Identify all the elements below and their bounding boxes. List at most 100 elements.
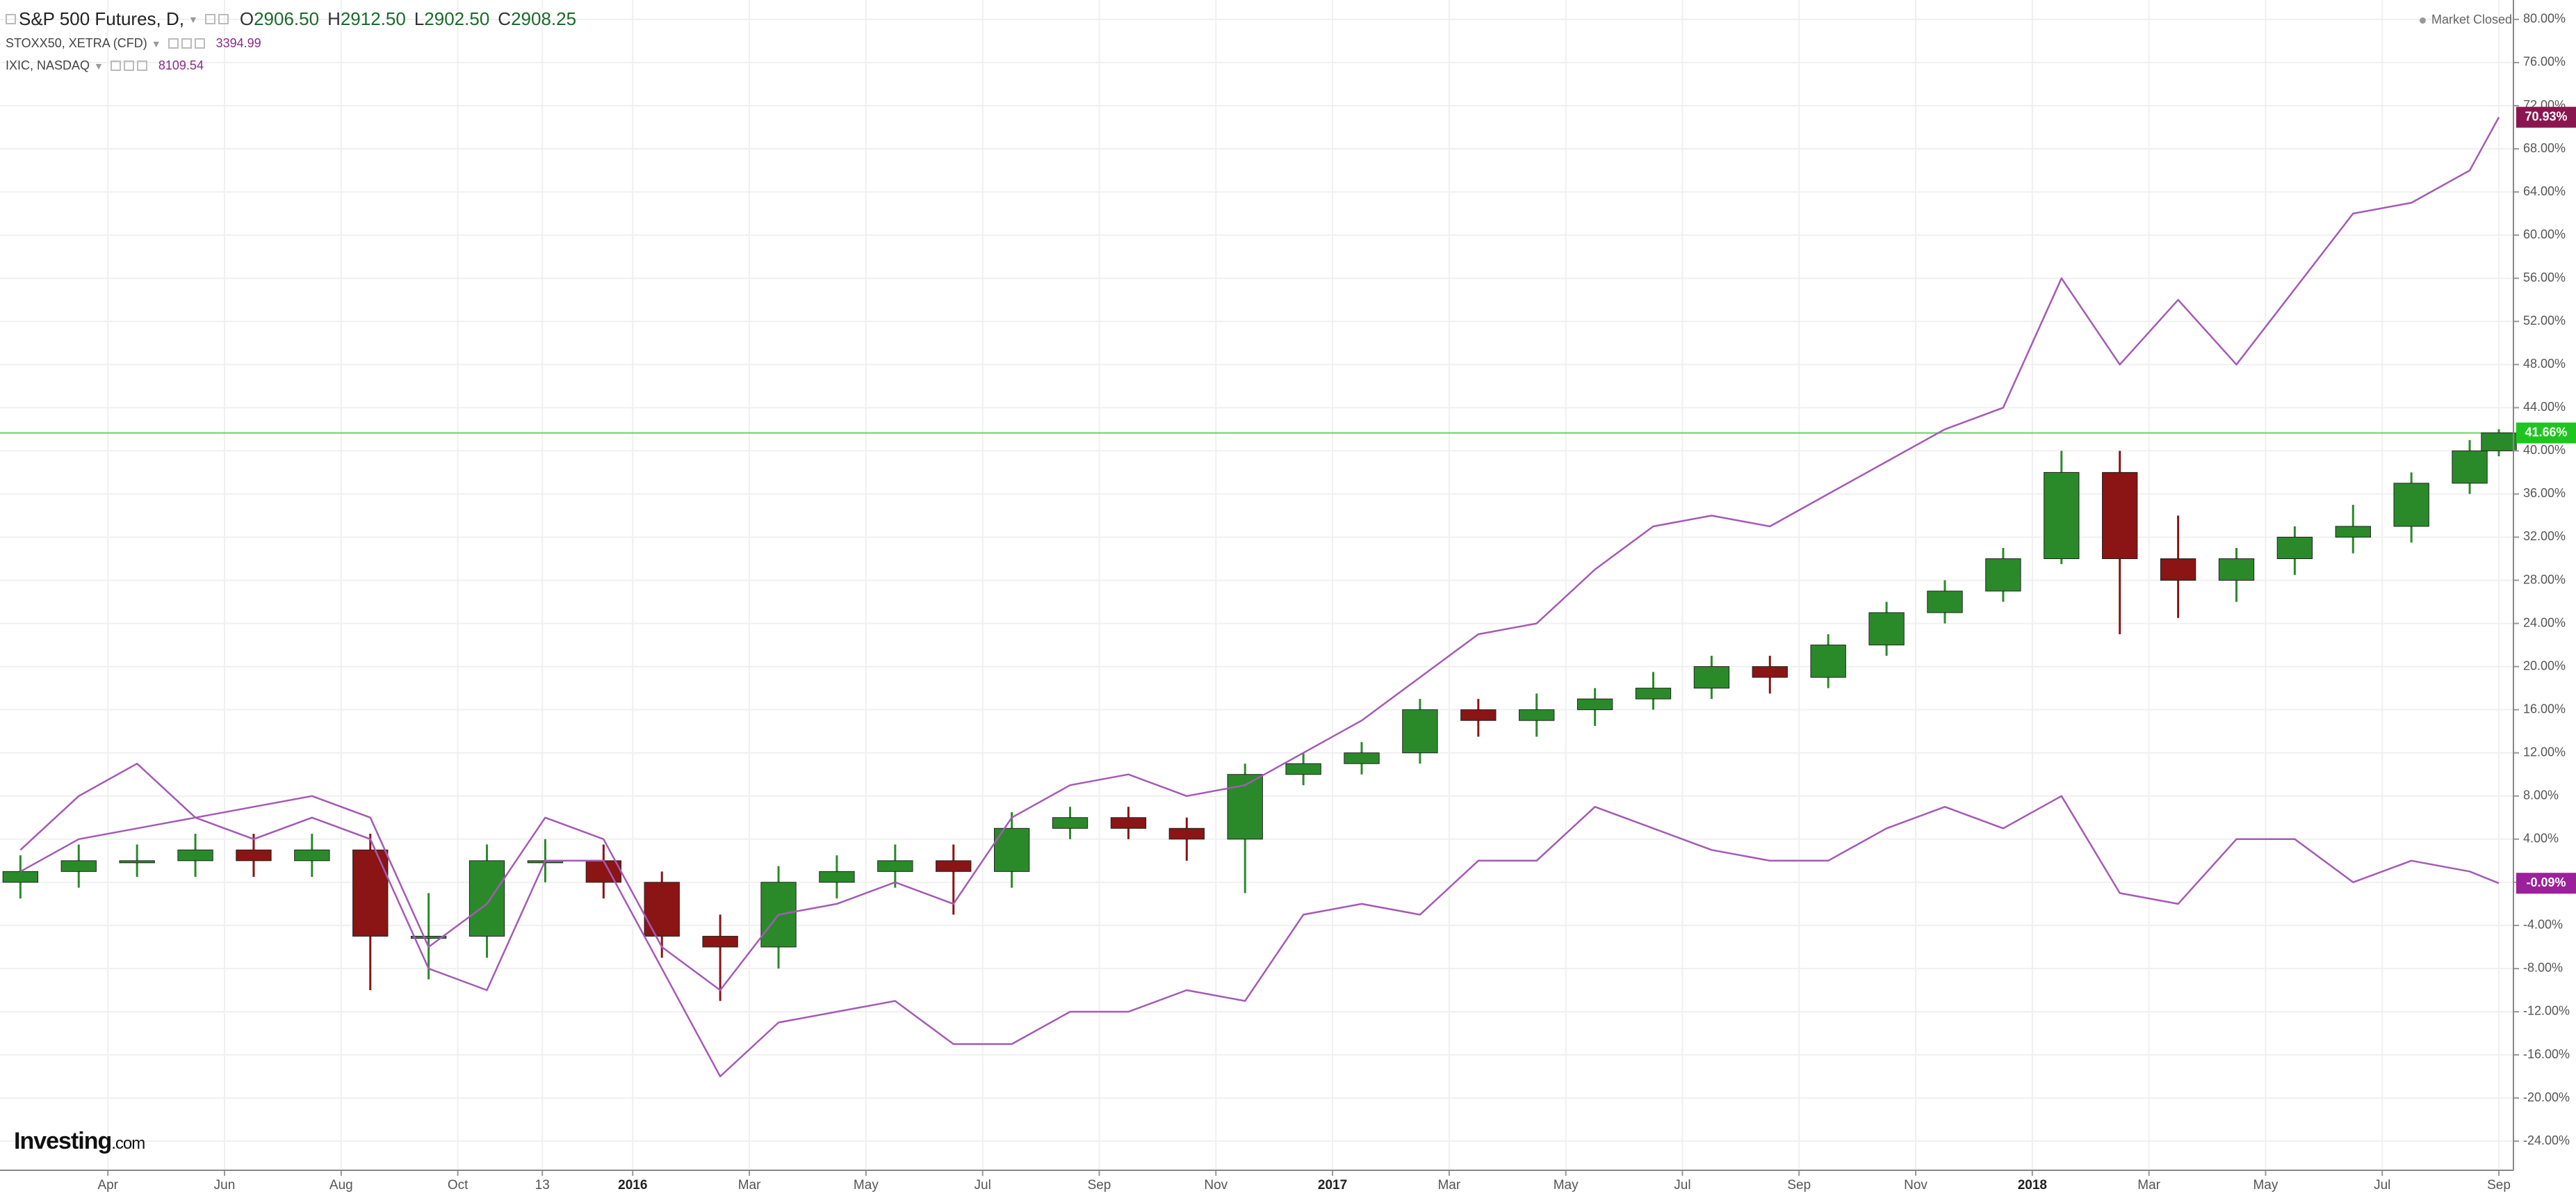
x-tick-label: May: [854, 1178, 879, 1193]
ohlc-value: 2908.25: [511, 8, 577, 29]
x-tick-label: 13: [535, 1178, 550, 1193]
legend-icon[interactable]: [218, 14, 229, 24]
candle-body: [236, 849, 272, 862]
candle-body: [2044, 471, 2080, 559]
y-tick-label: 28.00%: [2523, 572, 2566, 586]
candle-body: [352, 849, 389, 937]
candle-body: [177, 849, 213, 862]
candle-body: [1052, 817, 1089, 829]
y-tick-label: 12.00%: [2523, 745, 2566, 759]
legend-caret[interactable]: ▼: [94, 60, 104, 72]
candle-body: [2393, 483, 2429, 527]
y-tick-label: 48.00%: [2523, 357, 2566, 371]
ohlc-value: 2906.50: [254, 8, 320, 29]
candle-body: [585, 860, 622, 883]
x-tick-label: Sep: [1088, 1178, 1111, 1193]
candle-body: [877, 860, 913, 872]
candle-body: [1402, 709, 1438, 754]
y-tick-label: 60.00%: [2523, 227, 2566, 241]
y-tick-label: 52.00%: [2523, 314, 2566, 328]
market-status: Market Closed: [2420, 13, 2512, 27]
candle-body: [1344, 752, 1380, 764]
last-value-badge: [2516, 422, 2576, 444]
candle-body: [1985, 558, 2021, 592]
series-line: [19, 762, 2500, 1078]
candle-body: [1927, 590, 1963, 613]
candle-body: [2335, 526, 2371, 538]
legend-icon: [6, 14, 16, 24]
ohlc-label: O: [239, 8, 254, 29]
candle-body: [936, 860, 972, 872]
candle-body: [2, 871, 39, 883]
legend-entry: IXIC, NASDAQ ▼ 8109.54: [6, 58, 204, 73]
candle-body: [1227, 774, 1263, 840]
ohlc-value: 2912.50: [340, 8, 406, 29]
candle-body: [1576, 698, 1613, 711]
x-tick-label: Jun: [214, 1178, 236, 1193]
last-value-label: 70.93%: [2525, 109, 2567, 123]
candle-body: [1868, 612, 1905, 646]
y-tick-label: 44.00%: [2523, 400, 2566, 414]
x-tick-label: Mar: [738, 1178, 761, 1193]
x-tick-label: Apr: [97, 1178, 118, 1193]
y-tick-label: 8.00%: [2523, 789, 2559, 802]
series-line: [19, 116, 2500, 992]
x-tick-label: Nov: [1204, 1178, 1228, 1193]
y-tick-label: -4.00%: [2523, 918, 2563, 932]
candle-body: [2102, 471, 2138, 559]
y-tick-label: 76.00%: [2523, 55, 2566, 69]
x-tick-label: Jul: [1674, 1178, 1690, 1193]
legend-value: 3394.99: [215, 36, 261, 50]
legend-name: IXIC, NASDAQ: [6, 58, 90, 72]
legend-icon[interactable]: [110, 60, 121, 71]
candle-body: [819, 871, 855, 883]
candle-body: [644, 882, 680, 937]
y-tick-label: 24.00%: [2523, 615, 2566, 629]
last-value-badge: [2516, 873, 2576, 894]
legend-caret[interactable]: ▼: [188, 13, 198, 25]
y-tick-label: 36.00%: [2523, 486, 2566, 500]
legend-icon[interactable]: [168, 38, 179, 49]
candle-body: [1285, 763, 1321, 775]
x-tick-label: May: [2253, 1178, 2278, 1193]
main-legend: S&P 500 Futures, D, ▼ O2906.50 H2912.50 L 2…: [6, 8, 576, 30]
candle-body: [2276, 536, 2313, 559]
x-tick-label: Mar: [2137, 1178, 2160, 1193]
y-tick-label: -12.00%: [2523, 1004, 2570, 1018]
y-tick-label: 4.00%: [2523, 832, 2559, 846]
x-tick-label: 2017: [1318, 1178, 1347, 1193]
ohlc-label: H: [327, 8, 341, 29]
y-tick-label: 40.00%: [2523, 443, 2566, 457]
y-tick-label: 56.00%: [2523, 270, 2566, 284]
x-tick-label: 2016: [618, 1178, 647, 1193]
legend-icon[interactable]: [136, 60, 147, 71]
x-tick-label: Jul: [975, 1178, 991, 1193]
legend-title: S&P 500 Futures, D,: [19, 8, 184, 29]
candle-body: [2218, 558, 2255, 581]
ohlc: O2906.50 H2912.50 L2902.50 C2908.25: [231, 8, 576, 30]
x-tick-label: Nov: [1904, 1178, 1927, 1193]
x-tick-label: Oct: [448, 1178, 468, 1193]
x-tick-label: Aug: [329, 1178, 353, 1193]
y-tick-label: -8.00%: [2523, 961, 2563, 975]
x-tick-label: Sep: [2487, 1178, 2511, 1193]
legend-icon[interactable]: [194, 38, 205, 49]
legend-value: 8109.54: [158, 58, 204, 72]
legend-caret[interactable]: ▼: [151, 38, 161, 49]
candle-body: [1635, 688, 1672, 700]
candle-body: [119, 860, 155, 864]
brand-name: Investing: [14, 1128, 112, 1154]
legend-icon[interactable]: [181, 38, 192, 49]
last-value-badge: [2516, 106, 2576, 128]
legend-icon[interactable]: [123, 60, 134, 71]
candle-body: [1519, 709, 1555, 721]
y-tick-label: 20.00%: [2523, 658, 2566, 672]
legend-icon[interactable]: [204, 14, 215, 24]
last-value-label: 41.66%: [2525, 425, 2567, 439]
candle-body: [1693, 666, 1730, 689]
ohlc-label: L: [414, 8, 425, 29]
